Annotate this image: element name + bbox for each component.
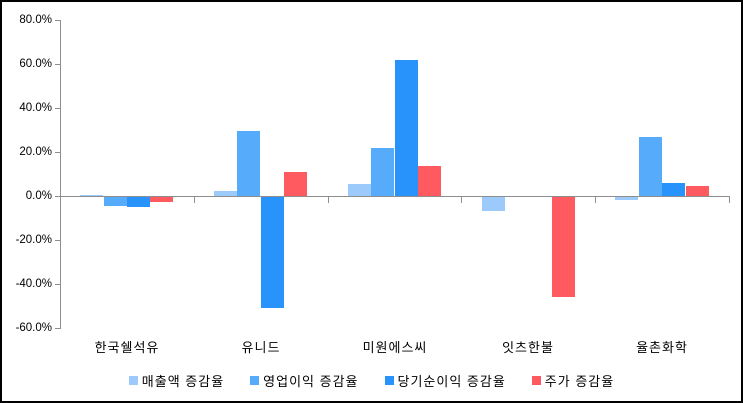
- bar: [395, 60, 418, 196]
- legend-label: 영업이익 증감율: [263, 374, 359, 389]
- legend-swatch-icon: [128, 376, 138, 385]
- x-axis-tick: [729, 196, 730, 203]
- legend-label: 당기순이익 증감율: [397, 374, 506, 389]
- x-axis: [60, 196, 730, 197]
- bar: [371, 148, 394, 196]
- bar: [127, 196, 150, 207]
- bar: [639, 137, 662, 196]
- legend-item: 주가 증감율: [531, 371, 615, 390]
- y-axis-tick: [55, 196, 60, 197]
- bar: [552, 196, 575, 297]
- x-axis-tick: [461, 196, 462, 203]
- y-axis-tick: [55, 284, 60, 285]
- y-axis-tick: [55, 108, 60, 109]
- x-axis-tick: [595, 196, 596, 203]
- bar: [284, 172, 307, 196]
- y-tick-label: -60.0%: [15, 322, 52, 334]
- bar: [237, 131, 260, 196]
- y-tick-label: -20.0%: [15, 234, 52, 246]
- category-label: 한국쉘석유: [94, 340, 160, 355]
- y-axis-tick: [55, 20, 60, 21]
- y-axis-tick: [55, 64, 60, 65]
- y-tick-label: 20.0%: [19, 146, 52, 158]
- category-label: 잇츠한불: [502, 340, 554, 355]
- legend-swatch-icon: [250, 376, 260, 385]
- y-tick-label: 80.0%: [19, 14, 52, 26]
- y-axis: [60, 20, 61, 329]
- bar: [418, 166, 441, 196]
- legend-item: 매출액 증감율: [128, 371, 225, 390]
- x-axis-tick: [328, 196, 329, 203]
- bar: [348, 184, 371, 196]
- legend-label: 매출액 증감율: [141, 374, 225, 389]
- legend-label: 주가 증감율: [544, 374, 615, 389]
- legend-item: 영업이익 증감율: [250, 371, 358, 390]
- y-axis-tick: [55, 328, 60, 329]
- bar: [261, 196, 284, 308]
- category-label: 미원에스씨: [362, 340, 428, 355]
- legend-swatch-icon: [384, 376, 394, 385]
- y-axis-tick: [55, 152, 60, 153]
- legend-item: 당기순이익 증감율: [384, 371, 506, 390]
- x-axis-tick: [194, 196, 195, 203]
- y-tick-label: 40.0%: [19, 102, 52, 114]
- y-tick-label: 60.0%: [19, 58, 52, 70]
- bar: [662, 183, 685, 196]
- bar: [104, 196, 127, 206]
- bar: [80, 195, 103, 196]
- category-label: 율촌화학: [636, 340, 688, 355]
- category-label: 유니드: [241, 340, 281, 355]
- bar: [150, 196, 173, 202]
- y-tick-label: 0.0%: [25, 190, 52, 202]
- legend: 매출액 증감율 영업이익 증감율 당기순이익 증감율 주가 증감율: [2, 371, 741, 390]
- y-tick-label: -40.0%: [15, 278, 52, 290]
- y-axis-tick: [55, 240, 60, 241]
- legend-swatch-icon: [531, 376, 541, 385]
- bar: [482, 196, 505, 211]
- bar: [214, 191, 237, 197]
- bar: [615, 196, 638, 200]
- bar: [686, 186, 709, 196]
